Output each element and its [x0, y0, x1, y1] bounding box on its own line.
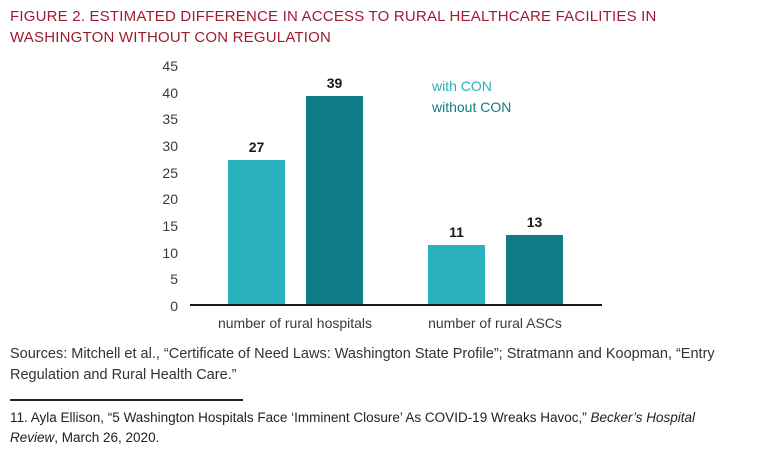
sources-text: Sources: Mitchell et al., “Certificate o…	[10, 346, 715, 384]
bar-value-label: 11	[449, 224, 464, 240]
bar-chart: 0 5 10 15 20 25 30 35 40 45 with CON without CON 2…	[0, 58, 602, 332]
y-tick-label: 20	[162, 191, 178, 208]
y-tick-label: 35	[162, 111, 178, 128]
footnote-prefix: 11. Ayla Ellison, “5 Washington Hospital…	[10, 410, 591, 425]
y-tick-label: 5	[170, 271, 178, 288]
plot-area: with CON without CON 27 39 11 13	[190, 66, 602, 306]
bar-value-label: 27	[248, 139, 265, 155]
y-axis: 0 5 10 15 20 25 30 35 40 45	[0, 58, 190, 314]
legend-item: without CON	[432, 99, 512, 115]
y-tick-label: 25	[162, 164, 178, 181]
x-axis-label: number of rural ASCs	[428, 315, 562, 331]
y-tick-label: 40	[162, 84, 178, 101]
y-tick-label: 10	[162, 244, 178, 261]
y-tick-label: 0	[170, 298, 178, 314]
bar-without-CON: 39	[306, 75, 363, 304]
y-tick-label: 30	[162, 138, 178, 154]
bar-value-label: 39	[326, 75, 343, 91]
y-tick-label: 45	[162, 58, 178, 74]
legend-item: with CON	[432, 78, 492, 94]
footnote-divider	[10, 399, 243, 401]
bar-without-CON: 13	[506, 214, 563, 304]
legend: with CON without CON	[432, 76, 511, 118]
bar-group: 11 13	[428, 214, 563, 304]
y-tick-label: 15	[162, 218, 178, 234]
bar-group: 27 39	[228, 75, 363, 304]
bar-value-label: 13	[526, 214, 543, 230]
bar-with-CON: 27	[228, 139, 285, 304]
x-axis-labels: number of rural hospitals number of rural…	[190, 306, 602, 332]
x-axis-label: number of rural hospitals	[217, 315, 373, 331]
footnote-text: 11. Ayla Ellison, “5 Washington Hospital…	[10, 408, 742, 447]
footnote-journal-title: Becker’s Hospital Review	[10, 410, 696, 445]
bar-with-CON: 11	[428, 224, 485, 304]
footnote-suffix: , March 26, 2020.	[54, 429, 160, 445]
figure-title: FIGURE 2. ESTIMATED DIFFERENCE IN ACCESS…	[10, 8, 657, 46]
